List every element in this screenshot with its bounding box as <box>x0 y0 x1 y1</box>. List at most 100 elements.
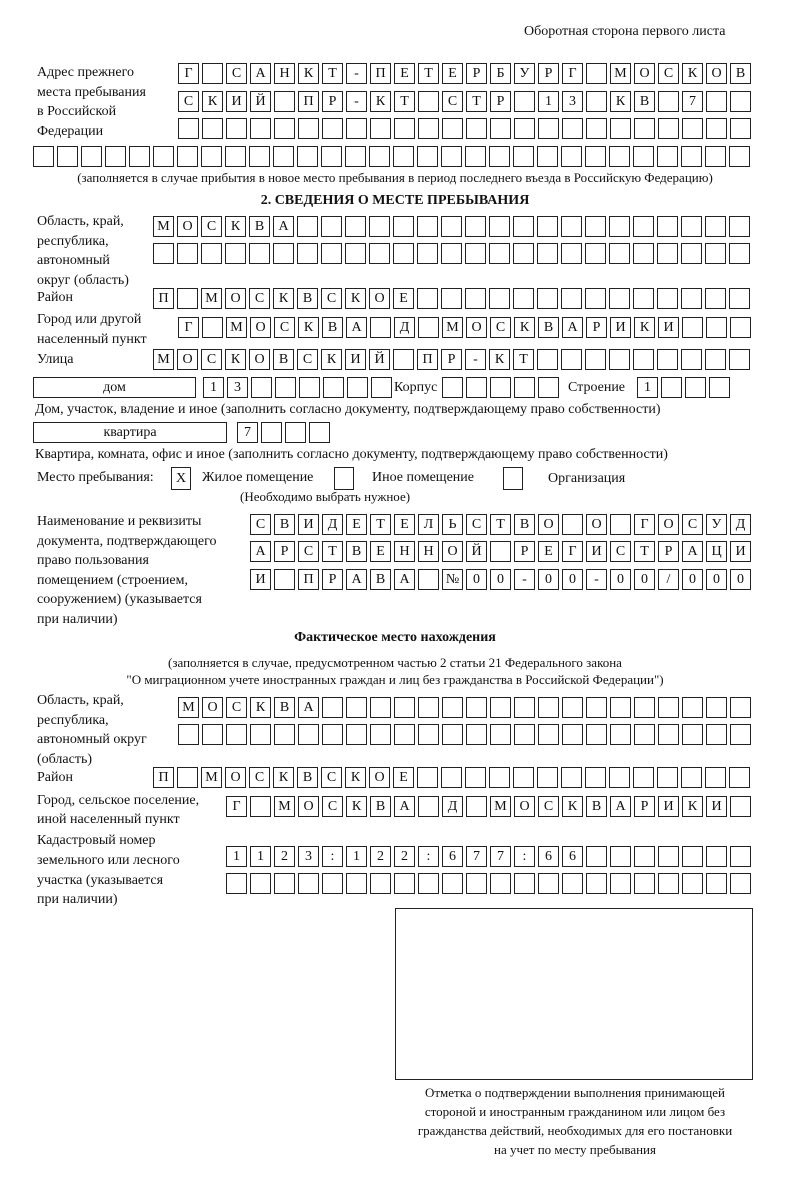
char-cell[interactable]: О <box>658 514 679 535</box>
char-cell[interactable] <box>513 216 534 237</box>
char-cell[interactable]: Р <box>274 541 295 562</box>
char-cell[interactable] <box>201 146 222 167</box>
char-cell[interactable]: М <box>153 349 174 370</box>
char-cell[interactable] <box>321 216 342 237</box>
char-cell[interactable]: Е <box>393 767 414 788</box>
char-cell[interactable] <box>441 288 462 309</box>
char-cell[interactable]: У <box>706 514 727 535</box>
char-cell[interactable] <box>274 118 295 139</box>
char-cell[interactable] <box>609 243 630 264</box>
char-cell[interactable]: К <box>321 349 342 370</box>
char-cell[interactable] <box>490 724 511 745</box>
char-cell[interactable]: Г <box>178 317 199 338</box>
char-cell[interactable]: 6 <box>538 846 559 867</box>
char-cell[interactable] <box>442 118 463 139</box>
char-cell[interactable] <box>441 243 462 264</box>
char-cell[interactable] <box>322 873 343 894</box>
char-cell[interactable]: 3 <box>298 846 319 867</box>
char-cell[interactable] <box>657 146 678 167</box>
char-cell[interactable] <box>658 724 679 745</box>
char-cell[interactable] <box>730 796 751 817</box>
char-cell[interactable] <box>178 724 199 745</box>
char-cell[interactable]: И <box>345 349 366 370</box>
char-cell[interactable] <box>345 243 366 264</box>
char-cell[interactable] <box>393 216 414 237</box>
char-cell[interactable] <box>514 724 535 745</box>
char-cell[interactable] <box>658 118 679 139</box>
char-cell[interactable]: : <box>322 846 343 867</box>
char-cell[interactable] <box>250 796 271 817</box>
char-cell[interactable]: К <box>610 91 631 112</box>
char-cell[interactable] <box>729 349 750 370</box>
char-cell[interactable]: К <box>345 288 366 309</box>
char-cell[interactable] <box>177 288 198 309</box>
char-cell[interactable] <box>250 873 271 894</box>
char-cell[interactable] <box>466 724 487 745</box>
char-cell[interactable]: 2 <box>274 846 295 867</box>
char-cell[interactable]: 1 <box>250 846 271 867</box>
char-cell[interactable]: Г <box>562 541 583 562</box>
char-cell[interactable] <box>442 697 463 718</box>
char-cell[interactable] <box>370 118 391 139</box>
char-cell[interactable] <box>442 873 463 894</box>
char-cell[interactable] <box>153 146 174 167</box>
char-cell[interactable]: С <box>442 91 463 112</box>
char-cell[interactable] <box>513 767 534 788</box>
char-cell[interactable] <box>417 767 438 788</box>
char-cell[interactable]: К <box>273 767 294 788</box>
char-cell[interactable] <box>730 317 751 338</box>
char-cell[interactable]: 1 <box>346 846 367 867</box>
char-cell[interactable] <box>490 118 511 139</box>
checkbox-other-premises[interactable] <box>334 467 354 490</box>
char-cell[interactable]: Т <box>490 514 511 535</box>
char-cell[interactable] <box>562 514 583 535</box>
char-cell[interactable]: : <box>418 846 439 867</box>
char-cell[interactable] <box>609 349 630 370</box>
char-cell[interactable]: С <box>250 514 271 535</box>
char-cell[interactable] <box>489 767 510 788</box>
char-cell[interactable]: 3 <box>562 91 583 112</box>
char-cell[interactable]: 0 <box>538 569 559 590</box>
char-cell[interactable]: К <box>682 796 703 817</box>
char-cell[interactable]: Е <box>346 514 367 535</box>
char-cell[interactable] <box>489 216 510 237</box>
char-cell[interactable]: М <box>610 63 631 84</box>
char-cell[interactable] <box>705 767 726 788</box>
char-cell[interactable] <box>370 873 391 894</box>
char-cell[interactable] <box>394 697 415 718</box>
char-cell[interactable] <box>441 216 462 237</box>
char-cell[interactable] <box>275 377 296 398</box>
char-cell[interactable]: К <box>298 317 319 338</box>
char-cell[interactable] <box>418 91 439 112</box>
char-cell[interactable]: Т <box>513 349 534 370</box>
char-cell[interactable] <box>657 288 678 309</box>
char-cell[interactable]: А <box>250 541 271 562</box>
char-cell[interactable]: Т <box>394 91 415 112</box>
char-cell[interactable] <box>586 724 607 745</box>
char-cell[interactable]: Н <box>274 63 295 84</box>
char-cell[interactable]: И <box>586 541 607 562</box>
char-cell[interactable]: В <box>514 514 535 535</box>
char-cell[interactable] <box>685 377 706 398</box>
char-cell[interactable]: А <box>298 697 319 718</box>
char-cell[interactable] <box>585 243 606 264</box>
char-cell[interactable]: П <box>153 288 174 309</box>
char-cell[interactable] <box>177 146 198 167</box>
char-cell[interactable]: М <box>490 796 511 817</box>
char-cell[interactable]: 0 <box>610 569 631 590</box>
char-cell[interactable] <box>706 91 727 112</box>
char-cell[interactable] <box>609 767 630 788</box>
char-cell[interactable] <box>561 216 582 237</box>
char-cell[interactable]: - <box>465 349 486 370</box>
char-cell[interactable] <box>657 216 678 237</box>
char-cell[interactable] <box>585 349 606 370</box>
apartment-type-field[interactable]: квартира <box>33 422 227 443</box>
char-cell[interactable]: 0 <box>706 569 727 590</box>
char-cell[interactable] <box>682 873 703 894</box>
char-cell[interactable] <box>417 288 438 309</box>
char-cell[interactable] <box>466 873 487 894</box>
char-cell[interactable] <box>586 91 607 112</box>
char-cell[interactable] <box>225 146 246 167</box>
char-cell[interactable] <box>562 873 583 894</box>
char-cell[interactable] <box>177 767 198 788</box>
